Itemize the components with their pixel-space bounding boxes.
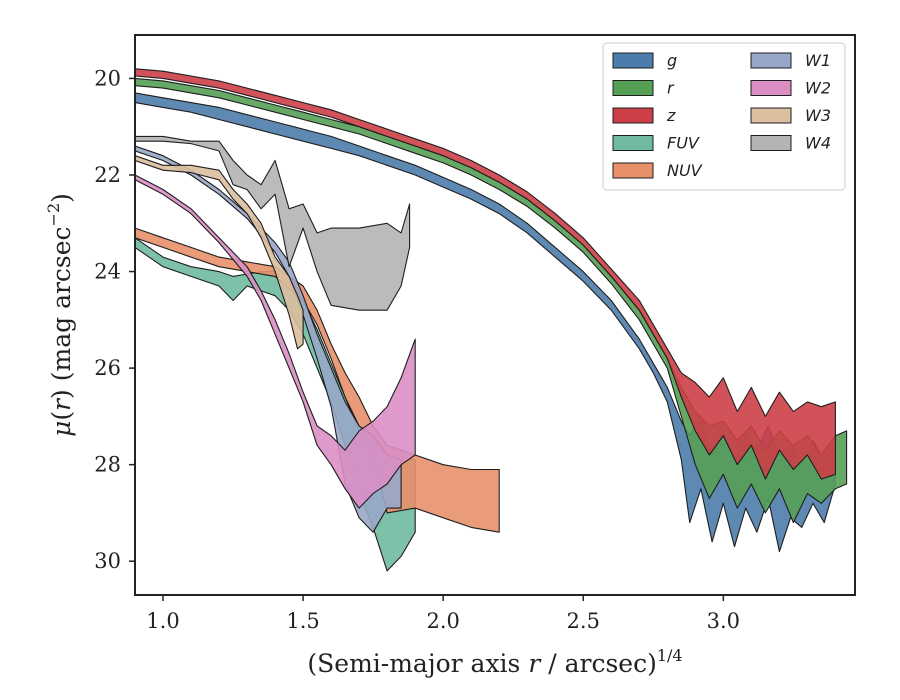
x-tick-label: 2.5 (567, 609, 600, 633)
y-tick-label: 22 (94, 163, 121, 187)
x-tick-label: 3.0 (707, 609, 740, 633)
series-band-z (135, 68, 836, 480)
plot-frame (134, 34, 856, 596)
y-tick-label: 28 (94, 453, 121, 477)
legend-label: W4 (805, 134, 831, 153)
axes-layer: 1.0 1.5 2.0 2.5 3.0 20 22 24 26 28 30 (Semi-major a… (44, 66, 740, 678)
legend-label: W3 (805, 106, 831, 125)
y-tick-label: 20 (94, 66, 121, 90)
legend-swatch (750, 107, 792, 124)
legend-swatch (612, 80, 654, 96)
series-band-w1 (135, 145, 402, 533)
legend-label: NUV (667, 161, 703, 180)
y-tick-label: 26 (94, 356, 121, 380)
legend-swatch (612, 162, 654, 179)
y-tick-label: 30 (94, 549, 121, 573)
y-tick-label: 24 (94, 260, 121, 284)
x-tick-label: 1.5 (286, 609, 319, 633)
legend-swatch (750, 80, 792, 96)
legend-label: FUV (667, 134, 700, 153)
x-axis-label: (Semi-major axis r / arcsec)1/4 (307, 646, 682, 678)
legend-swatch (612, 52, 654, 69)
x-tick-label: 1.0 (146, 609, 179, 633)
legend-swatch (612, 135, 654, 151)
legend: grz FUV NUV W1 W2 W3 W4 (602, 42, 846, 191)
series-layer (135, 68, 848, 572)
legend-label: W1 (805, 51, 831, 70)
legend-swatch (612, 107, 654, 124)
legend-label: z (666, 106, 676, 125)
series-band-fuv (135, 237, 416, 572)
legend-swatch (750, 135, 792, 151)
legend-swatch (750, 52, 792, 69)
series-band-w3 (135, 155, 304, 350)
x-tick-label: 2.0 (426, 609, 459, 633)
legend-label: r (667, 79, 675, 98)
series-band-w4 (135, 135, 411, 311)
legend-label: g (667, 51, 677, 70)
legend-label: W2 (805, 79, 831, 98)
legend-box (602, 42, 846, 191)
y-axis-label: μ(r) (mag arcsec−2) (44, 193, 76, 437)
series-band-w2 (135, 174, 416, 509)
